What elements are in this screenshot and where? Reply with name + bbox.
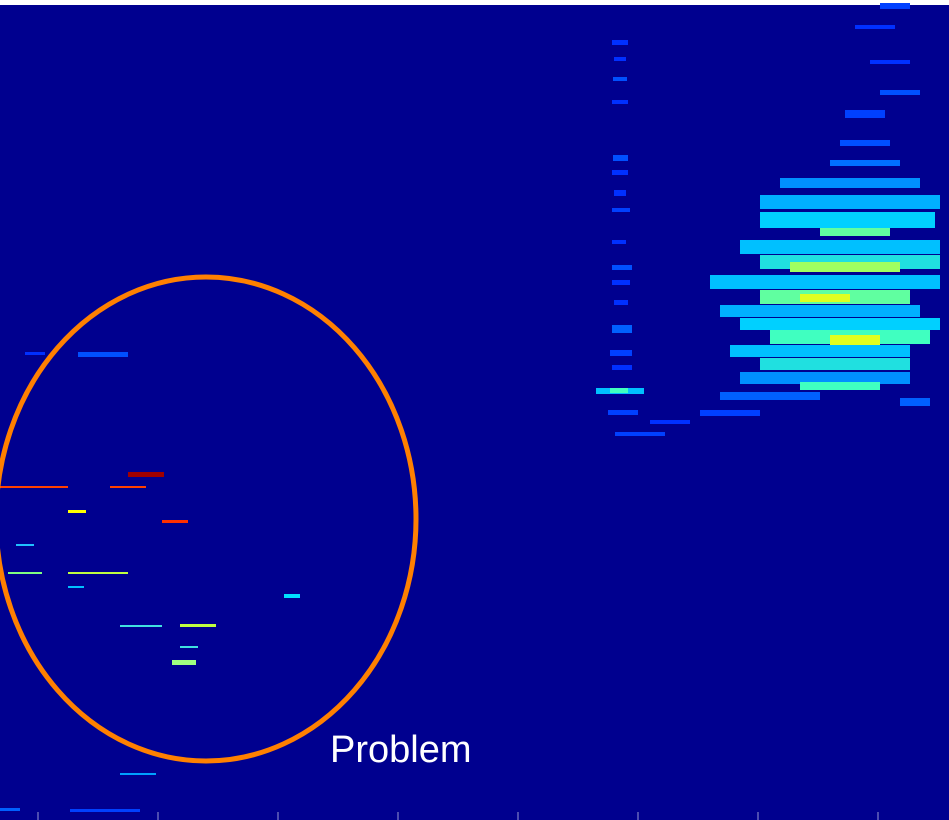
annotation-label: Problem	[330, 729, 472, 771]
spectrogram-view: Problem	[0, 0, 949, 820]
page: Problem (() => { const data = JSON.parse…	[0, 0, 949, 820]
plot-background	[0, 5, 949, 820]
